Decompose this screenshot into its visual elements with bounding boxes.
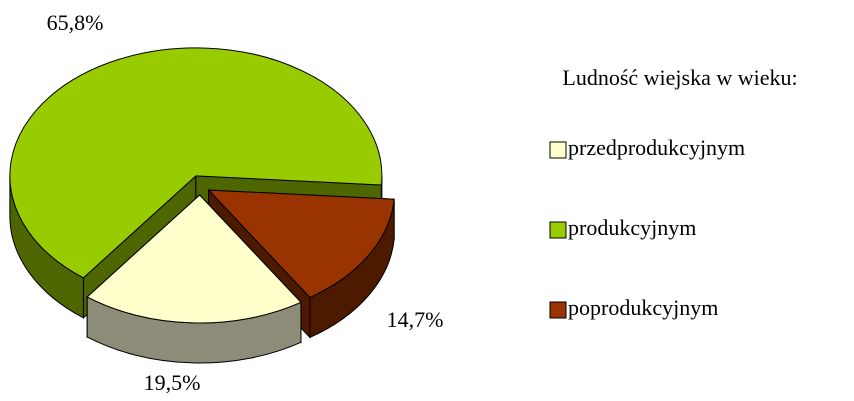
- data-label: 19,5%: [144, 370, 201, 395]
- slice: [86, 194, 302, 324]
- legend-swatch: [549, 141, 567, 159]
- slice: [9, 47, 383, 279]
- legend-label: produkcyjnym: [568, 215, 696, 240]
- legend-swatch: [549, 301, 567, 319]
- legend-title: Ludność wiejska w wieku:: [562, 65, 797, 90]
- legend-label: przedprodukcyjnym: [568, 135, 745, 160]
- legend-label: poprodukcyjnym: [568, 295, 718, 320]
- data-label: 65,8%: [47, 10, 104, 35]
- slice: [207, 189, 395, 299]
- data-label: 14,7%: [387, 307, 444, 332]
- legend-swatch: [549, 221, 567, 239]
